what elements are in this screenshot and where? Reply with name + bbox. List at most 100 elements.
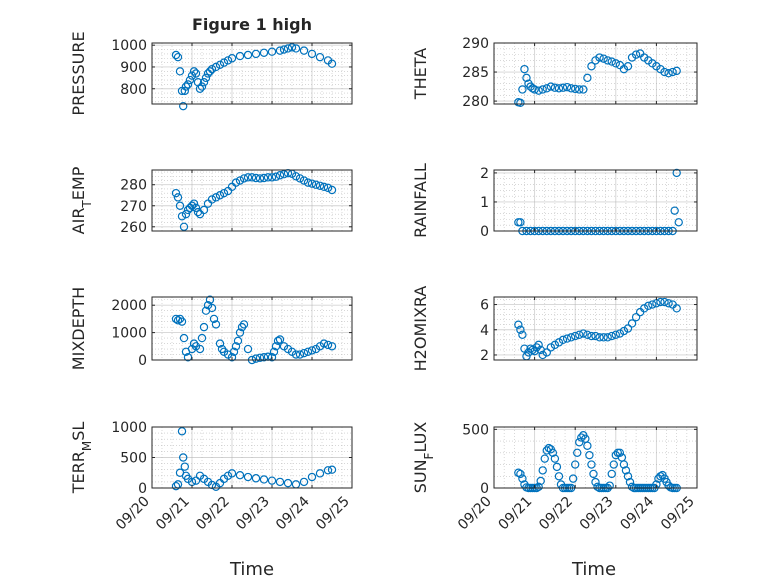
y-tick-label: 280: [462, 94, 489, 110]
data-point: [199, 322, 209, 332]
data-point: [609, 460, 618, 469]
data-point: [315, 52, 325, 62]
data-point: [279, 170, 289, 179]
data-point: [173, 316, 183, 325]
data-point: [516, 325, 525, 334]
data-point: [189, 67, 199, 76]
data-point: [534, 340, 543, 350]
data-point: [518, 474, 527, 483]
data-point: [211, 320, 221, 329]
data-point: [231, 342, 241, 351]
data-point: [267, 476, 277, 485]
data-point: [275, 46, 285, 55]
y-axis-label: MIXDEPTH: [69, 287, 88, 370]
data-point: [271, 172, 281, 181]
data-point: [235, 176, 245, 185]
y-tick-label: 270: [120, 199, 147, 215]
data-point: [251, 173, 261, 183]
data-point: [299, 477, 309, 487]
data-point: [315, 469, 325, 478]
data-point: [552, 462, 562, 472]
axes-box: [493, 169, 698, 232]
data-point: [538, 466, 547, 475]
y-tick-label: 0: [138, 353, 147, 369]
data-point: [243, 344, 253, 354]
data-point: [177, 427, 187, 436]
data-point: [625, 477, 635, 487]
x-tick-label: 09/24: [273, 493, 313, 533]
data-point: [267, 173, 277, 182]
data-point: [171, 188, 181, 198]
y-tick-label: 6: [480, 298, 489, 314]
y-axis-label: THETA: [411, 48, 430, 100]
y-tick-label: 0: [480, 224, 489, 240]
panel-air-temp: 260 270 280 AIRTEMP: [69, 166, 353, 236]
data-point: [207, 480, 217, 490]
data-point: [307, 49, 317, 59]
data-point: [605, 481, 614, 490]
data-point: [173, 52, 183, 62]
data-point: [550, 83, 560, 92]
panel-h2omixra: 2 4 6 H2OMIXRA: [411, 286, 698, 371]
data-point: [235, 51, 245, 61]
data-point: [243, 173, 253, 182]
data-point: [255, 174, 265, 183]
x-tick-label: 09/25: [658, 494, 698, 534]
data-point: [283, 44, 293, 53]
data-point: [233, 336, 243, 346]
data-point: [229, 347, 239, 356]
data-point: [668, 67, 677, 77]
data-point: [571, 84, 580, 94]
data-point: [589, 469, 598, 479]
data-point: [562, 82, 572, 92]
data-point: [579, 329, 588, 338]
data-point: [595, 53, 604, 62]
data-point: [603, 333, 612, 342]
data-point: [595, 333, 604, 342]
y-axis-label: TERRMSL: [69, 422, 94, 495]
data-point: [211, 62, 221, 72]
data-point: [315, 181, 325, 190]
data-point: [205, 67, 215, 76]
panel-rainfall: 0 1 2 RAINFALL: [411, 163, 698, 240]
data-point: [299, 46, 309, 55]
y-tick-label: 290: [462, 36, 489, 52]
data-point: [664, 299, 673, 308]
data-point: [611, 330, 621, 339]
data-point: [566, 84, 576, 93]
data-point: [631, 50, 641, 59]
data-point: [540, 454, 549, 463]
data-point: [599, 54, 608, 63]
figure-title: Figure 1 high: [192, 15, 312, 34]
data-point: [259, 48, 269, 58]
data-point: [566, 333, 576, 342]
y-tick-label: 800: [120, 82, 147, 98]
data-point: [251, 354, 261, 363]
data-point: [532, 343, 541, 352]
data-point: [619, 326, 629, 336]
data-point: [307, 179, 317, 188]
data-point: [603, 56, 612, 65]
data-point: [591, 331, 600, 341]
data-point: [323, 466, 333, 475]
data-point: [656, 472, 665, 481]
data-point: [199, 78, 209, 87]
data-point: [587, 331, 596, 341]
data-point: [181, 82, 191, 91]
y-tick-label: 2000: [111, 298, 147, 314]
data-point: [187, 71, 197, 80]
data-point: [195, 84, 205, 93]
data-point: [255, 353, 265, 363]
data-point: [227, 54, 237, 63]
axes-box: [493, 296, 698, 361]
data-point: [219, 188, 229, 198]
y-tick-label: 2: [480, 166, 489, 182]
data-point: [554, 472, 564, 481]
data-point: [207, 64, 217, 74]
data-point: [207, 303, 217, 313]
data-point: [607, 57, 616, 66]
y-tick-label: 1000: [111, 326, 147, 342]
y-tick-label: 500: [462, 422, 489, 438]
data-point: [178, 101, 188, 111]
